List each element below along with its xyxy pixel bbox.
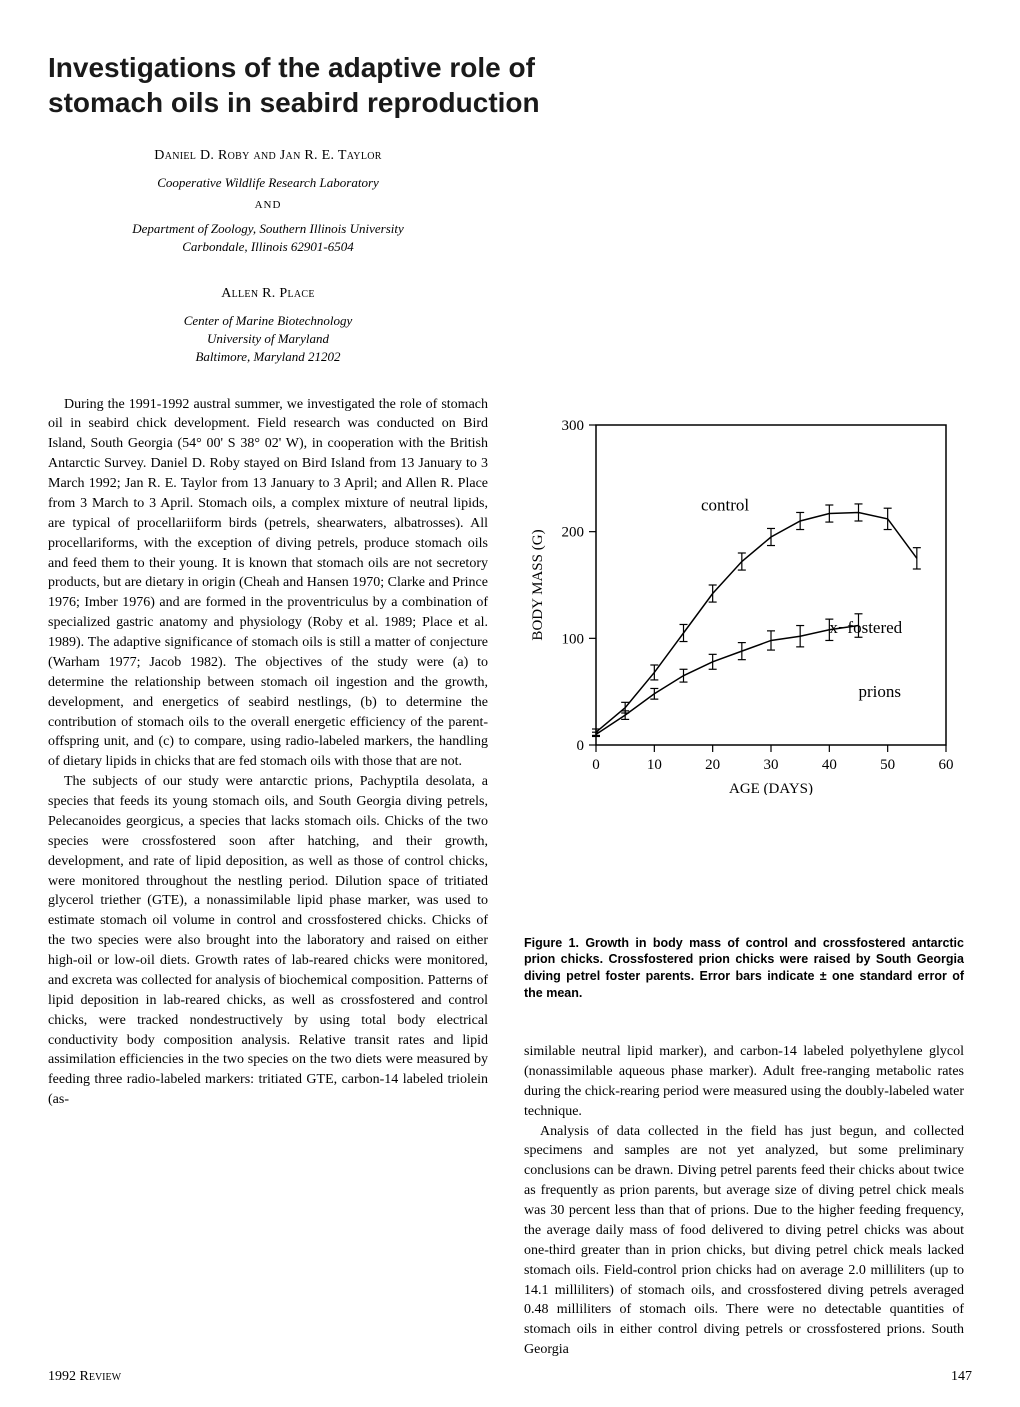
svg-text:prions: prions [859,682,902,701]
right-column: 0 10 20 30 40 50 60 0 100 200 300 AGE (DAYS) BODY MA… [524,395,964,1361]
author-names-1: Daniel D. Roby and Jan R. E. Taylor [48,148,488,164]
svg-text:20: 20 [705,757,720,773]
svg-text:x−fostered: x−fostered [829,618,902,637]
figure-1-caption: Figure 1. Growth in body mass of control… [524,935,964,1003]
svg-text:0: 0 [577,738,585,754]
author-names-2: Allen R. Place [48,286,488,302]
svg-text:50: 50 [880,757,895,773]
svg-text:100: 100 [562,631,585,647]
affil-2: Center of Marine Biotechnology Universit… [48,312,488,367]
footer-left: 1992 Review [48,1369,121,1385]
authors-block-1: Daniel D. Roby and Jan R. E. Taylor Coop… [48,148,488,256]
svg-text:10: 10 [647,757,662,773]
para-2: The subjects of our study were antarctic… [48,772,488,1110]
svg-text:0: 0 [592,757,600,773]
svg-text:AGE (DAYS): AGE (DAYS) [729,781,813,795]
right-text: similable neutral lipid marker), and car… [524,1042,964,1360]
svg-text:200: 200 [562,524,585,540]
svg-text:60: 60 [939,757,954,773]
authors-block-2: Allen R. Place Center of Marine Biotechn… [48,286,488,367]
title-line-2: stomach oils in seabird reproduction [48,85,972,120]
svg-text:300: 300 [562,418,585,434]
figure-1-chart: 0 10 20 30 40 50 60 0 100 200 300 AGE (DAYS) BODY MA… [524,405,964,795]
affil-1: Cooperative Wildlife Research Laboratory… [48,174,488,256]
svg-text:30: 30 [764,757,779,773]
footer-page-number: 147 [951,1369,972,1385]
page-footer: 1992 Review 147 [48,1369,972,1385]
title-line-1: Investigations of the adaptive role of [48,50,972,85]
svg-text:40: 40 [822,757,837,773]
figure-1: 0 10 20 30 40 50 60 0 100 200 300 AGE (DAYS) BODY MA… [524,405,964,1003]
para-1: During the 1991-1992 austral summer, we … [48,395,488,773]
left-column: During the 1991-1992 austral summer, we … [48,395,488,1361]
body-columns: During the 1991-1992 austral summer, we … [48,395,972,1361]
para-3: similable neutral lipid marker), and car… [524,1042,964,1122]
svg-text:BODY MASS (G): BODY MASS (G) [530,529,546,640]
article-title: Investigations of the adaptive role of s… [48,50,972,120]
svg-text:control: control [701,495,749,514]
para-4: Analysis of data collected in the field … [524,1122,964,1361]
